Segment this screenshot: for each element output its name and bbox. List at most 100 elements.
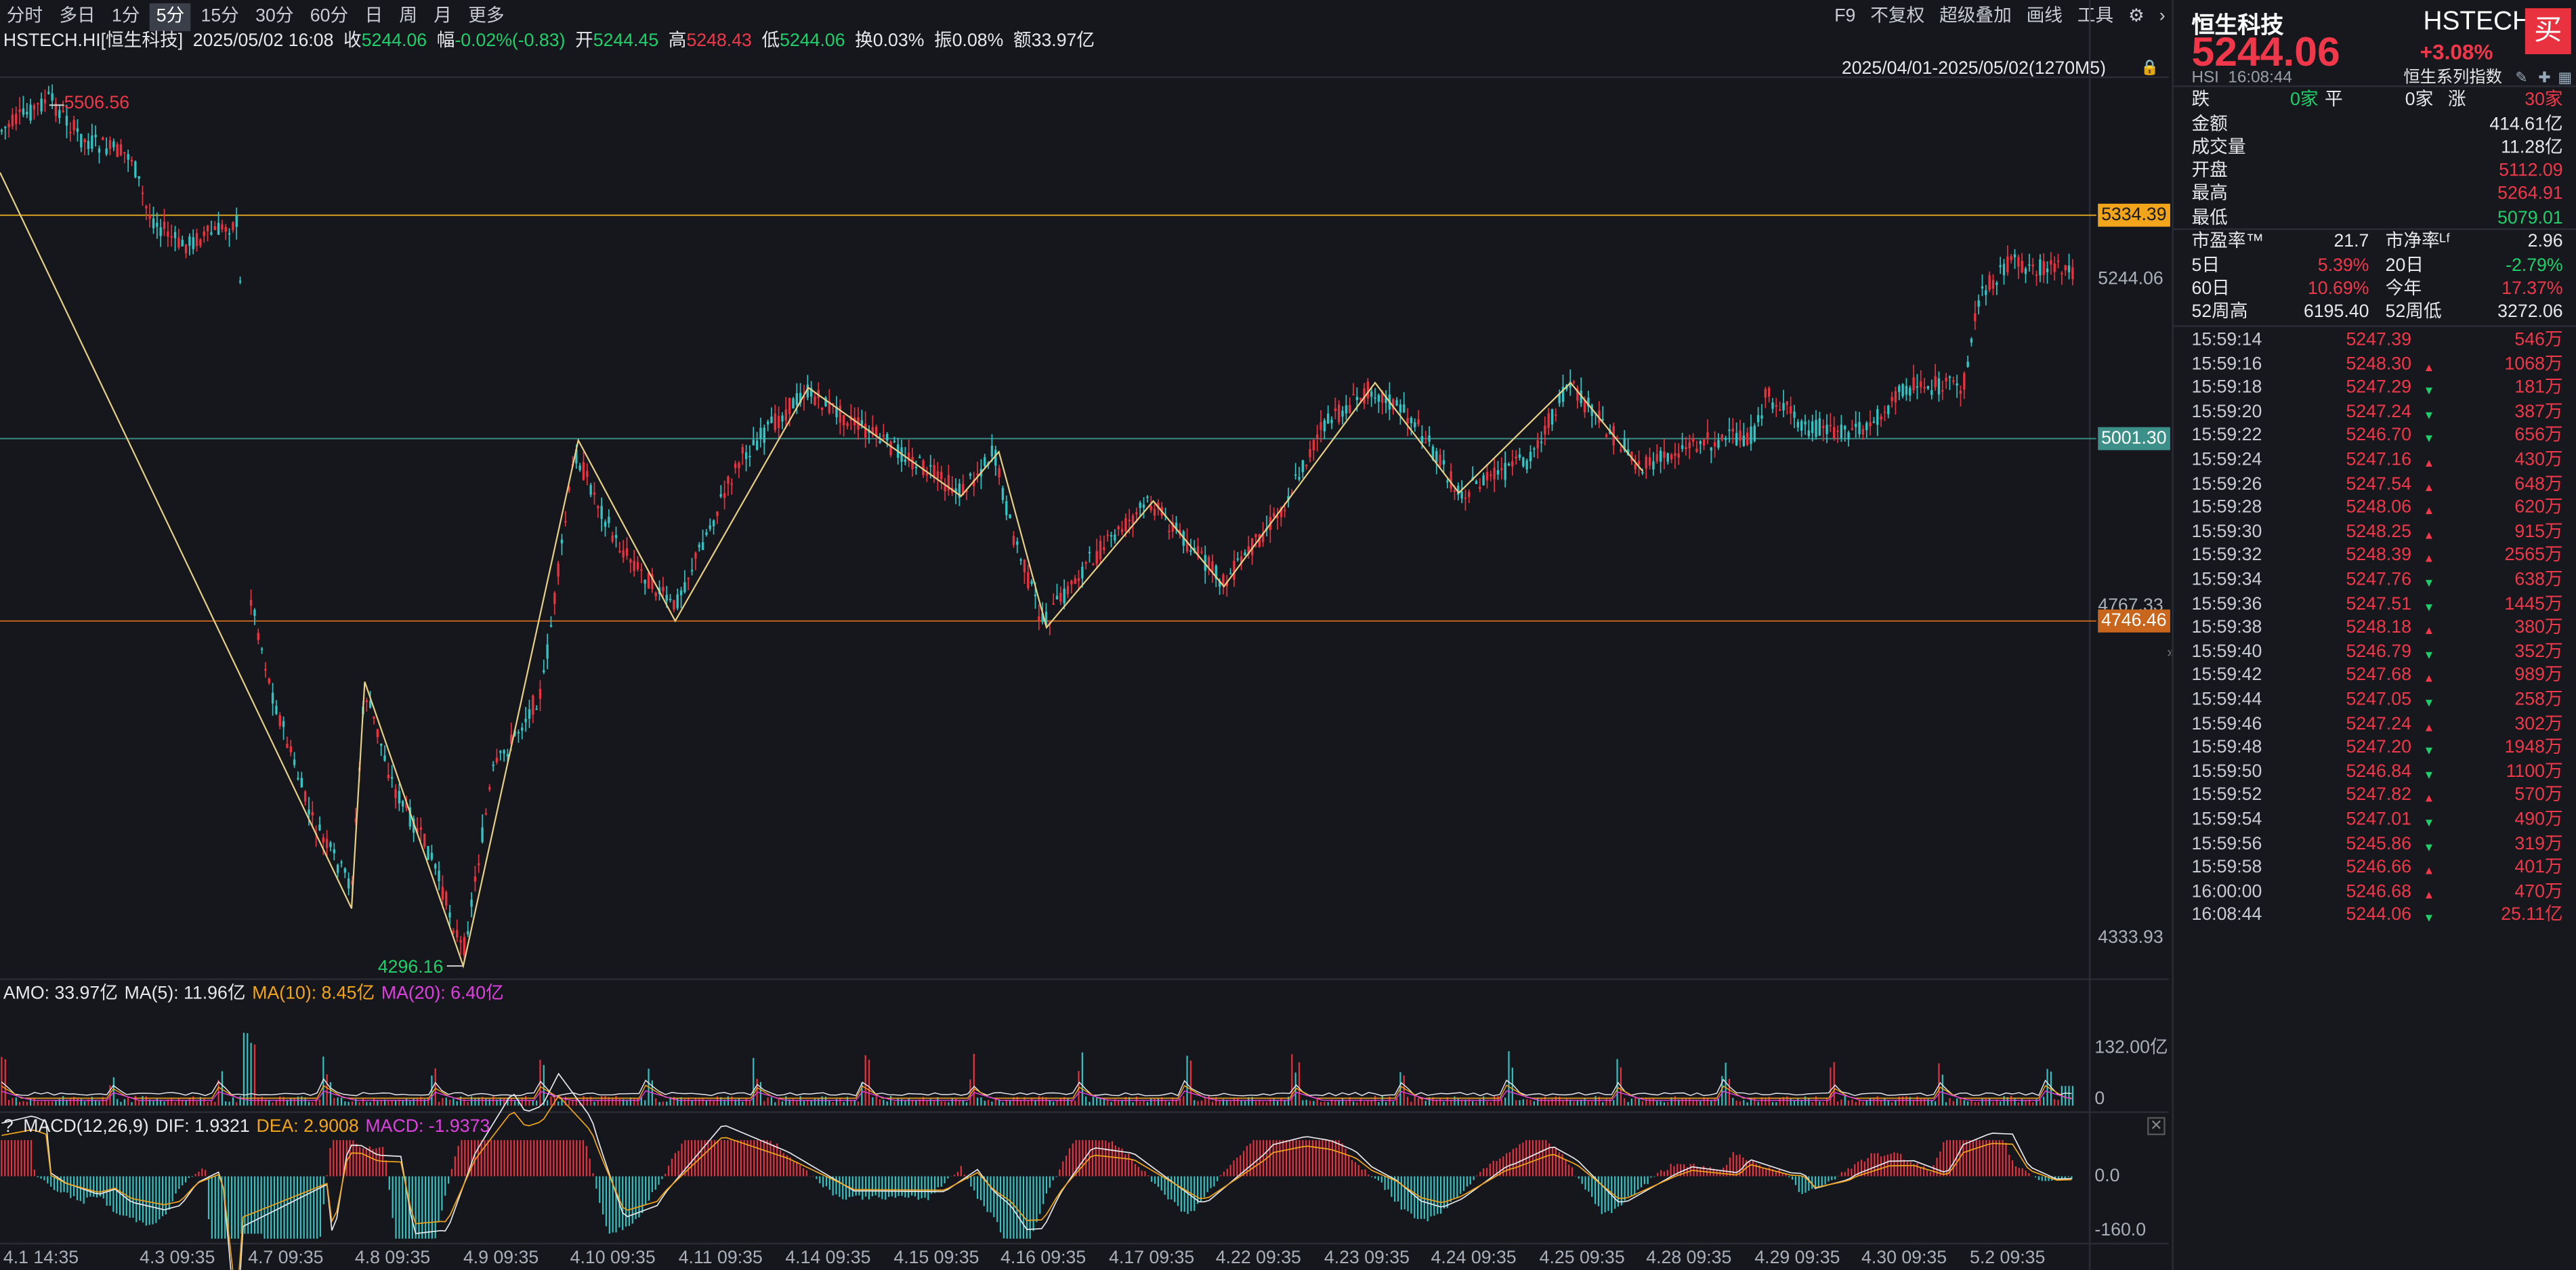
series-label: 恒生系列指数 xyxy=(2403,68,2502,87)
grid-icon[interactable]: ▦ xyxy=(2558,68,2573,86)
chart-tool-button[interactable]: 超级叠加 xyxy=(1939,6,2012,26)
candle-body xyxy=(336,864,339,873)
chart-tool-button[interactable]: F9 xyxy=(1834,6,1856,26)
candle-body xyxy=(351,881,354,885)
candle-body xyxy=(1027,572,1030,589)
timeframe-tab[interactable]: 5分 xyxy=(150,3,191,32)
candle-body xyxy=(1185,541,1189,552)
candle-body xyxy=(676,594,679,608)
arrow-up-icon: ▲ xyxy=(2423,794,2435,806)
chart-tool-button[interactable]: 不复权 xyxy=(1870,6,1925,26)
timeframe-tab[interactable]: 15分 xyxy=(200,6,239,26)
price-tag: 5001.30 xyxy=(2098,427,2170,450)
candle-body xyxy=(152,218,155,229)
tick-price: 5247.01 xyxy=(2346,809,2411,830)
tick-time: 15:59:36 xyxy=(2191,594,2262,614)
candle-body xyxy=(54,103,58,116)
candle-body xyxy=(781,415,784,422)
candle-body xyxy=(911,457,914,469)
timeframe-tab[interactable]: 日 xyxy=(364,6,383,26)
candle-body xyxy=(1977,300,1980,307)
high-value: 5264.91 xyxy=(2497,184,2563,204)
candle-body xyxy=(842,415,845,425)
candle-body xyxy=(908,452,910,461)
candle-body xyxy=(94,134,97,137)
chart-tool-button[interactable]: ⚙ xyxy=(2128,6,2145,26)
candle-body xyxy=(434,864,437,869)
candle-body xyxy=(976,473,979,475)
candle-body xyxy=(1424,442,1427,444)
timeframe-tab[interactable]: 30分 xyxy=(255,6,294,26)
tick-volume: 648万 xyxy=(2514,473,2563,494)
datetime-label: 2025/05/02 16:08 xyxy=(192,31,334,51)
help-icon[interactable]: ? xyxy=(3,1117,14,1137)
candle-body xyxy=(965,490,968,492)
candle-body xyxy=(1092,564,1095,566)
candle-body xyxy=(1587,398,1590,406)
candle-body xyxy=(1706,431,1709,439)
candle-body xyxy=(647,572,650,589)
close-icon[interactable]: ✕ xyxy=(2147,1117,2166,1135)
w52l-label: 52周低 xyxy=(2385,302,2442,322)
candle-body xyxy=(2024,268,2027,274)
edit-icon[interactable]: ✎ xyxy=(2515,68,2528,86)
arrow-down-icon: ▼ xyxy=(2423,578,2435,590)
candle-body xyxy=(553,593,556,604)
candle-body xyxy=(994,450,997,466)
candle-body xyxy=(1146,496,1149,499)
timeframe-tab[interactable]: 分时 xyxy=(6,6,43,26)
tick-time: 15:59:24 xyxy=(2191,450,2262,470)
tick-price: 5247.05 xyxy=(2346,690,2411,710)
candle-body xyxy=(43,99,47,104)
macd-dif: DIF: 1.9321 xyxy=(155,1117,250,1137)
time-axis-label: 4.10 09:35 xyxy=(570,1248,656,1269)
candle-body xyxy=(1872,421,1876,423)
candle-body xyxy=(1468,492,1471,497)
candle-body xyxy=(984,457,986,467)
add-icon[interactable]: ✚ xyxy=(2538,68,2551,86)
amount-label: 金额 xyxy=(2191,114,2228,135)
tick-volume: 1445万 xyxy=(2504,594,2563,614)
tick-volume: 620万 xyxy=(2514,498,2563,518)
timeframe-tab[interactable]: 多日 xyxy=(59,6,96,26)
change-value: -0.02%(-0.83) xyxy=(455,31,566,51)
arrow-down-icon: ▼ xyxy=(2423,386,2435,398)
candle-body xyxy=(1555,414,1557,416)
amo-ma20-line xyxy=(1,1090,2072,1101)
candle-body xyxy=(1349,404,1351,413)
chart-tool-button[interactable]: 画线 xyxy=(2026,6,2063,26)
candle-body xyxy=(1605,434,1608,437)
kline-chart[interactable] xyxy=(0,0,2169,1270)
candle-body xyxy=(687,578,690,580)
chart-tool-button[interactable]: › xyxy=(2159,6,2166,26)
candle-body xyxy=(1084,562,1087,564)
candle-body xyxy=(1124,517,1127,532)
candle-body xyxy=(311,812,314,816)
chart-tool-button[interactable]: 工具 xyxy=(2077,6,2114,26)
amo-ma5: MA(5): 11.96亿 xyxy=(124,983,246,1004)
candle-body xyxy=(1717,440,1720,448)
timeframe-tab[interactable]: 更多 xyxy=(468,6,505,26)
timeframe-tab[interactable]: 月 xyxy=(434,6,452,26)
candle-body xyxy=(1236,558,1239,560)
candle-body xyxy=(1569,381,1571,388)
candle-body xyxy=(788,398,791,415)
tick-volume: 352万 xyxy=(2514,641,2563,662)
candle-body xyxy=(51,93,54,101)
timeframe-tab[interactable]: 1分 xyxy=(111,6,140,26)
buy-button[interactable]: 买 xyxy=(2525,8,2571,55)
candle-body xyxy=(1305,465,1308,467)
tick-time: 15:59:58 xyxy=(2191,858,2262,878)
divider xyxy=(2173,85,2576,87)
candle-body xyxy=(1515,456,1517,459)
fall-label: 跌 xyxy=(2191,90,2210,110)
candle-body xyxy=(467,931,469,935)
timeframe-tab[interactable]: 周 xyxy=(399,6,418,26)
lock-icon[interactable]: 🔒 xyxy=(2140,59,2159,76)
timeframe-tab[interactable]: 60分 xyxy=(310,6,349,26)
candle-body xyxy=(575,449,578,464)
candle-body xyxy=(608,517,610,524)
arrow-up-icon: ▲ xyxy=(2423,674,2435,686)
candle-body xyxy=(1070,580,1073,585)
candle-body xyxy=(405,802,408,809)
